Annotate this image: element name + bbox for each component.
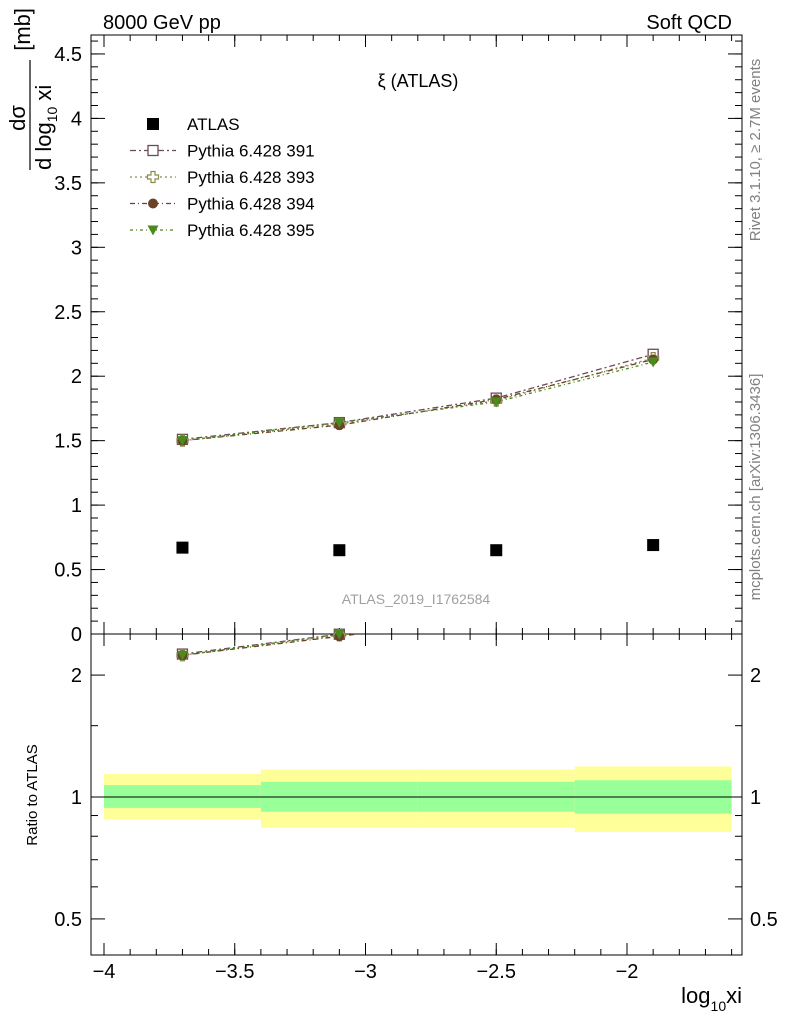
- y-main-tick-label: 2.5: [54, 302, 82, 324]
- ylabel-unit: [mb]: [10, 8, 35, 51]
- legend-entry-0: ATLAS: [187, 115, 240, 134]
- x-tick-label: −2: [616, 961, 639, 983]
- y-main-tick-label: 4: [71, 108, 82, 130]
- legend: ATLAS Pythia 6.428 391 Pythia 6.428 393 Pyt…: [130, 115, 315, 240]
- tick-labels: −4 −3.5 −3 −2.5 −2 0 0.5 1 1.5 2 2.5 3 3.5 4 4.5 0.5 0.5…: [54, 44, 778, 983]
- y-ratio-tick-label-left: 0.5: [54, 909, 82, 931]
- ratio-plot-frame: [90, 633, 743, 956]
- data-point-0-1: [333, 544, 346, 557]
- y-ratio-tick-label-left: 1: [71, 787, 82, 809]
- header-right: Soft QCD: [646, 12, 732, 34]
- y-ratio-tick-label-left: 2: [71, 665, 82, 687]
- x-axis-label: log10xi: [681, 983, 742, 1014]
- series-line-main-2: [182, 357, 654, 442]
- ratio-uncertainty-bands: [91, 766, 742, 832]
- y-main-tick-label: 4.5: [54, 44, 82, 66]
- x-tick-label: −2.5: [477, 961, 516, 983]
- ylabel-numerator: dσ: [5, 105, 30, 131]
- data-point-4-0: [176, 436, 188, 447]
- y-axis-label-ratio: Ratio to ATLAS: [24, 744, 41, 845]
- mcplots-label: mcplots.cern.ch [arXiv:1306.3436]: [747, 374, 764, 601]
- y-main-tick-label: 3.5: [54, 173, 82, 195]
- y-ratio-tick-label-right: 1: [750, 787, 761, 809]
- data-point-4-1: [333, 418, 345, 429]
- band-inner-0: [104, 785, 261, 808]
- ratio-point-4-0: [176, 650, 188, 661]
- y-ratio-tick-label-right: 0.5: [750, 909, 778, 931]
- legend-marker-4: [147, 225, 159, 236]
- legend-entry-1: Pythia 6.428 391: [187, 142, 315, 161]
- analysis-watermark: ATLAS_2019_I1762584: [342, 591, 491, 607]
- legend-marker-1: [147, 144, 159, 157]
- y-main-tick-label: 0.5: [54, 560, 82, 582]
- legend-marker-2: [146, 170, 160, 184]
- y-main-tick-label: 1: [71, 495, 82, 517]
- x-tick-label: −4: [93, 961, 116, 983]
- header-left: 8000 GeV pp: [103, 12, 221, 34]
- x-tick-label: −3.5: [215, 961, 254, 983]
- y-axis-label-main: dσ d log10 xi [mb]: [5, 8, 60, 170]
- axis-ticks: [91, 35, 742, 955]
- series-line-ratio-4: [182, 634, 348, 656]
- legend-entry-4: Pythia 6.428 395: [187, 221, 315, 240]
- ratio-point-4-1: [333, 629, 345, 640]
- data-point-0-0: [176, 541, 189, 554]
- data-point-4-3: [647, 357, 659, 368]
- data-point-0-3: [647, 539, 660, 552]
- legend-marker-3: [148, 198, 158, 209]
- legend-marker-0: [147, 118, 159, 130]
- series-line-ratio-1: [182, 634, 347, 655]
- data-point-0-2: [490, 544, 503, 557]
- ylabel-denominator: d log10 xi: [31, 85, 60, 170]
- series-line-main-3: [182, 358, 654, 442]
- y-main-tick-label: 0: [71, 624, 82, 646]
- y-ratio-tick-label-right: 2: [750, 665, 761, 687]
- x-tick-label: −3: [354, 961, 377, 983]
- series-lines: [182, 353, 654, 656]
- series-markers: [176, 348, 660, 662]
- legend-entry-3: Pythia 6.428 394: [187, 195, 315, 214]
- y-main-tick-label: 2: [71, 366, 82, 388]
- series-line-main-1: [182, 353, 654, 441]
- y-main-tick-label: 3: [71, 237, 82, 259]
- rivet-version-label: Rivet 3.1.10, ≥ 2.7M events: [747, 59, 764, 242]
- y-main-tick-label: 1.5: [54, 431, 82, 453]
- chart-title: ξ (ATLAS): [378, 71, 459, 91]
- legend-entry-2: Pythia 6.428 393: [187, 168, 315, 187]
- data-point-4-2: [490, 397, 502, 408]
